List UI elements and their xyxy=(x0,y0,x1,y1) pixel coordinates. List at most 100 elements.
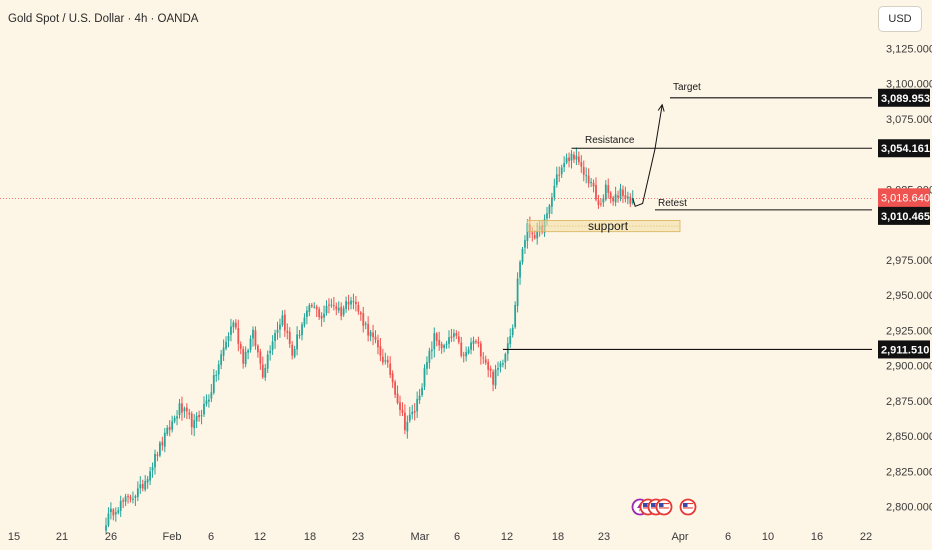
candle xyxy=(465,346,468,362)
level-lines: support Target Resistance Retest xyxy=(0,82,872,350)
flag-stripe xyxy=(659,507,669,509)
candle xyxy=(384,352,387,365)
candle-body xyxy=(443,345,445,348)
candle xyxy=(622,185,624,203)
x-tick-label: 12 xyxy=(254,531,266,543)
candle-body xyxy=(269,350,272,354)
candle xyxy=(460,336,463,358)
candle xyxy=(399,395,401,416)
candle-body xyxy=(519,261,521,278)
candle-body xyxy=(259,351,262,364)
candle-body xyxy=(215,374,218,377)
candle-body xyxy=(161,441,164,446)
candle-body xyxy=(288,331,291,344)
candle-body xyxy=(129,496,132,500)
x-tick-label: 12 xyxy=(501,531,513,543)
candle-body xyxy=(264,367,267,378)
candle-body xyxy=(149,471,151,481)
candle xyxy=(423,364,426,391)
candle xyxy=(313,302,316,309)
candle-body xyxy=(173,417,176,422)
candle xyxy=(239,341,242,355)
candle-body xyxy=(622,189,624,197)
candle xyxy=(342,305,345,317)
candle xyxy=(367,316,370,342)
candle xyxy=(433,327,436,358)
candle-body xyxy=(359,312,362,315)
candle xyxy=(381,348,384,366)
candle-body xyxy=(323,313,325,318)
candle-body xyxy=(347,301,350,305)
candle-body xyxy=(411,411,414,415)
candle-body xyxy=(176,416,178,419)
candle-body xyxy=(462,354,465,356)
candle-body xyxy=(600,203,602,205)
candle-body xyxy=(124,496,127,502)
candle-body xyxy=(592,182,595,187)
candle-body xyxy=(582,167,585,175)
candle-body xyxy=(340,306,343,317)
x-tick-label: 6 xyxy=(725,531,731,543)
candle xyxy=(487,358,490,378)
candle xyxy=(377,334,379,355)
candle-body xyxy=(139,484,142,489)
candle xyxy=(575,147,578,166)
candle-body xyxy=(509,336,512,345)
candle xyxy=(391,370,394,388)
y-tick-label: 3,075.000 xyxy=(886,114,932,126)
candle-body xyxy=(257,345,259,353)
candle xyxy=(296,326,298,356)
candle-body xyxy=(159,442,161,456)
candle xyxy=(372,324,374,346)
flag-stripe xyxy=(643,509,653,511)
candle-body xyxy=(362,313,365,326)
candle-body xyxy=(234,322,237,328)
currency-button[interactable]: USD xyxy=(878,6,922,32)
candle-body xyxy=(372,332,374,338)
retest-price-text: 3,010.465 xyxy=(881,211,930,223)
event-icon-ring xyxy=(655,498,673,516)
candle xyxy=(132,491,134,504)
candle xyxy=(455,330,458,339)
candle-body xyxy=(465,352,468,357)
candle-body xyxy=(626,196,629,199)
candle-body xyxy=(122,500,125,502)
candle xyxy=(288,327,291,348)
flag-stripe xyxy=(683,509,693,511)
candle-body xyxy=(203,403,205,415)
candle xyxy=(337,301,340,314)
candle-body xyxy=(136,488,139,497)
candle xyxy=(176,410,178,426)
candle-body xyxy=(190,413,193,428)
candle-body xyxy=(141,483,144,489)
level-price-box-bg xyxy=(878,340,930,359)
candle-body xyxy=(381,356,384,363)
candle-body xyxy=(453,333,455,337)
candle xyxy=(357,301,360,315)
candle xyxy=(553,178,556,201)
retest-label: Retest xyxy=(658,198,687,209)
candle xyxy=(448,330,450,349)
y-tick-label: 2,975.000 xyxy=(886,255,932,267)
x-tick-label: 18 xyxy=(304,531,316,543)
flag-stripe xyxy=(683,505,693,507)
candle xyxy=(185,403,188,420)
candle xyxy=(151,462,154,478)
candle-body xyxy=(318,309,321,318)
candle xyxy=(600,198,602,207)
candle-body xyxy=(367,324,370,336)
candle xyxy=(604,180,607,202)
candle xyxy=(607,178,610,199)
y-tick-label: 3,125.000 xyxy=(886,43,932,55)
candle-body xyxy=(217,364,220,375)
candle xyxy=(462,351,465,363)
candle xyxy=(453,329,455,342)
candle xyxy=(303,313,306,328)
candle-body xyxy=(399,402,401,411)
resistance-price-box-bg xyxy=(878,139,930,158)
target-price-box-text: 3,089.953 xyxy=(881,93,930,105)
candle-body xyxy=(577,156,580,163)
candle xyxy=(281,310,284,327)
candle-body xyxy=(112,509,115,516)
candle-body xyxy=(151,467,154,471)
